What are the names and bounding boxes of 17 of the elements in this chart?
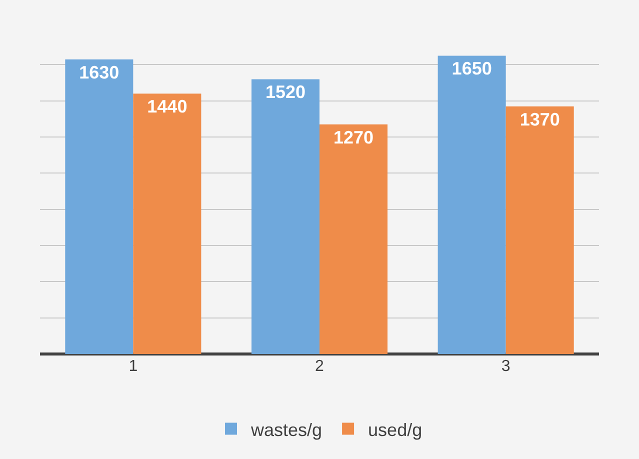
legend-label: wastes/g [250,420,322,440]
bar [438,56,506,354]
data-label: 1270 [333,127,374,148]
data-label: 1440 [147,96,188,117]
legend-label: used/g [368,420,422,440]
bar [251,79,320,354]
bar [506,106,574,354]
x-tick-label: 2 [315,358,324,375]
data-label: 1630 [79,62,120,82]
bar [65,59,134,354]
x-tick-label: 3 [501,358,510,375]
x-tick-label: 1 [128,358,138,375]
data-label: 1520 [265,82,306,102]
bar [320,124,388,354]
data-label: 1370 [520,109,560,130]
data-label: 1650 [452,58,492,79]
bar [133,94,202,354]
